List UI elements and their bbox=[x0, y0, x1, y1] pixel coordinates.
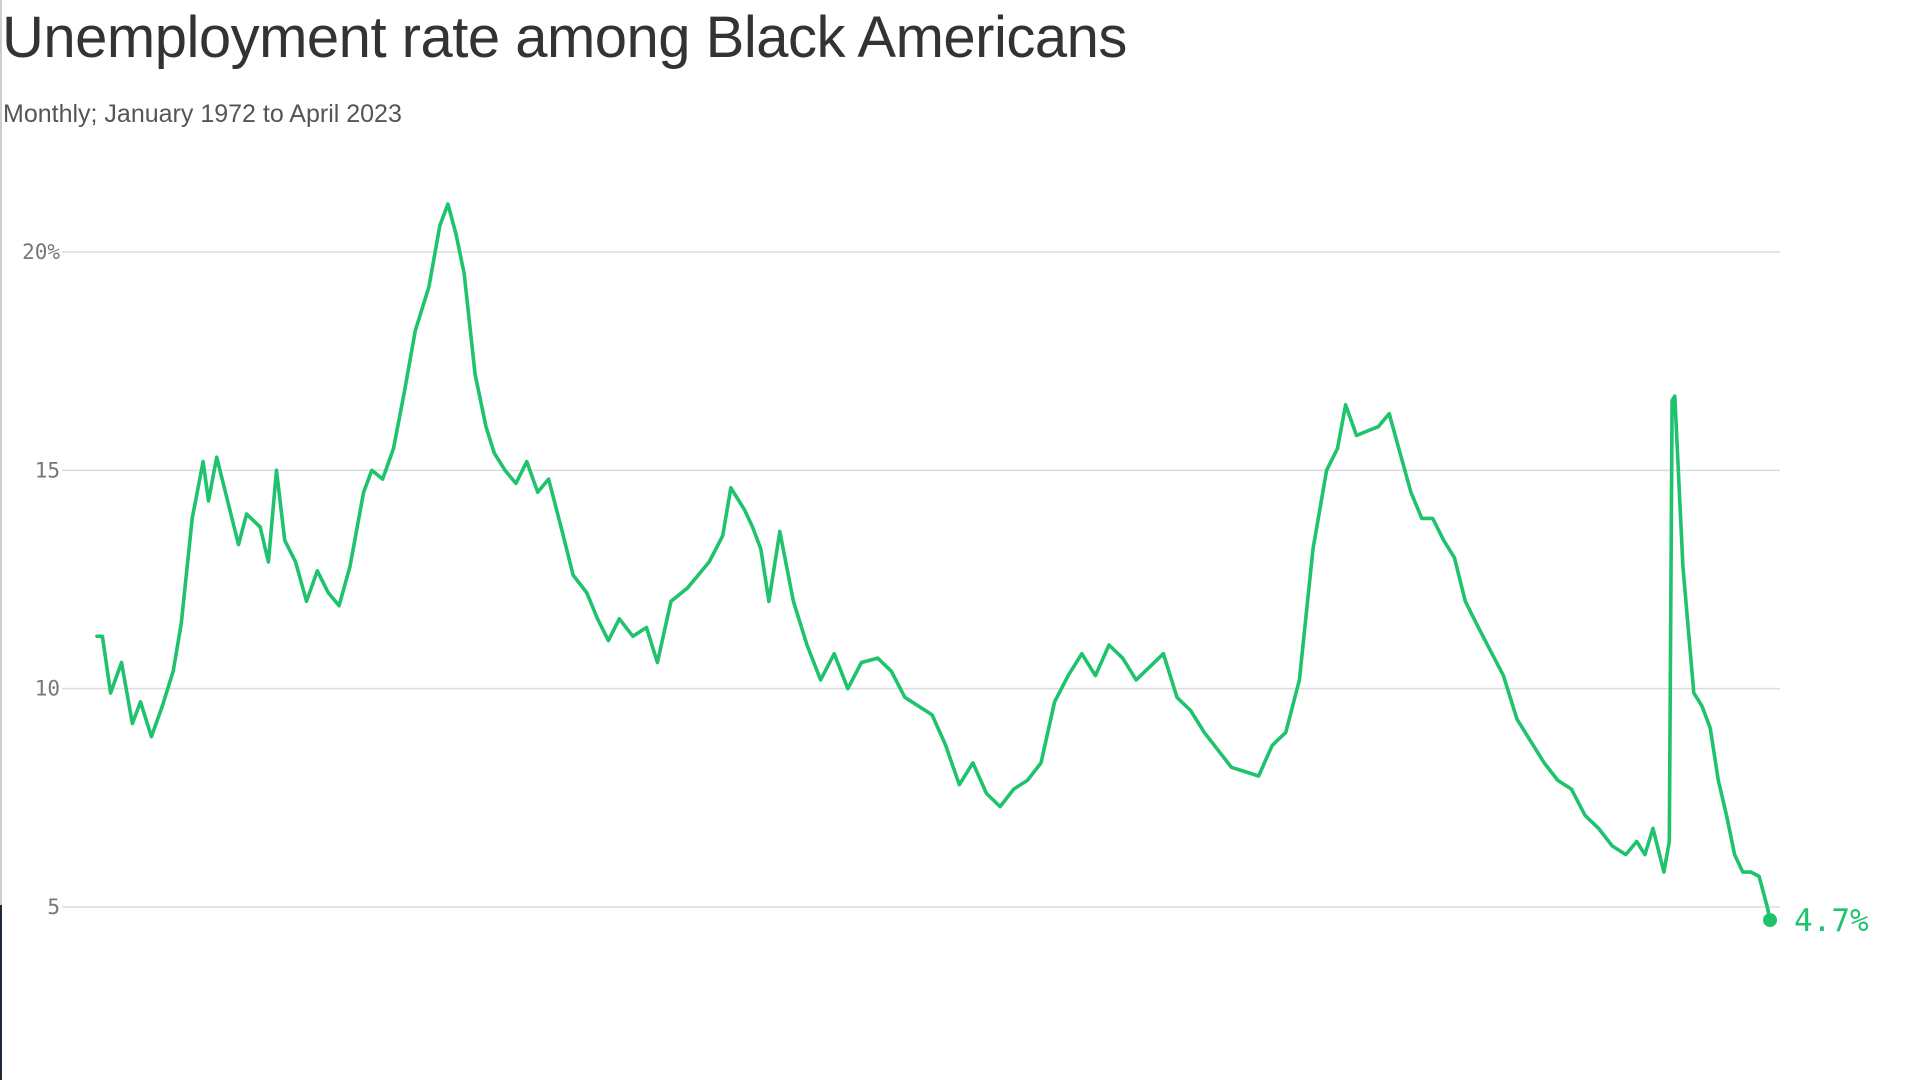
y-tick-label-15: 15 bbox=[35, 458, 60, 482]
y-tick-label-20: 20% bbox=[22, 240, 60, 264]
series-line bbox=[95, 202, 1772, 922]
end-point-marker bbox=[1763, 913, 1777, 928]
left-edge-rule bbox=[0, 0, 2, 1080]
chart-subtitle: Monthly; January 1972 to April 2023 bbox=[3, 100, 402, 128]
series-layer bbox=[95, 202, 1772, 922]
chart-title: Unemployment rate among Black Americans bbox=[2, 5, 1127, 70]
gridlines bbox=[62, 251, 1780, 908]
end-value-label: 4.7% bbox=[1794, 903, 1869, 939]
y-tick-label-5: 5 bbox=[47, 895, 60, 919]
y-tick-label-10: 10 bbox=[35, 677, 60, 701]
end-annotation: 4.7% bbox=[1763, 903, 1869, 939]
y-axis-ticks: 20% 15 10 5 bbox=[22, 240, 60, 919]
left-edge-dark-strip bbox=[0, 905, 2, 1080]
